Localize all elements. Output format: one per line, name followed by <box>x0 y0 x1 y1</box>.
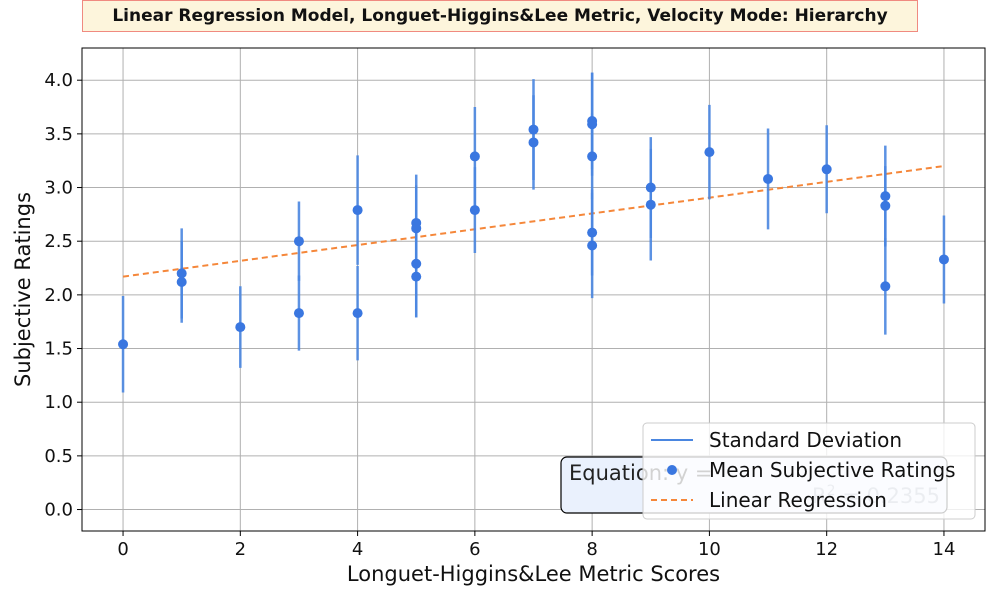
data-point <box>587 227 598 238</box>
point-layer <box>118 115 949 350</box>
legend-label-standard-deviation: Standard Deviation <box>709 428 902 452</box>
x-tick-label: 6 <box>469 539 480 560</box>
data-point <box>880 200 891 211</box>
y-tick-label: 1.5 <box>44 339 73 360</box>
data-point <box>587 151 598 162</box>
data-point <box>528 137 539 148</box>
legend: Standard Deviation Mean Subjective Ratin… <box>642 422 976 520</box>
chart-title: Linear Regression Model, Longuet-Higgins… <box>82 0 918 32</box>
x-tick-label: 14 <box>933 539 956 560</box>
data-point <box>411 258 422 269</box>
x-axis-label: Longuet-Higgins&Lee Metric Scores <box>347 562 720 586</box>
data-point <box>528 124 539 135</box>
y-tick-label: 3.0 <box>44 178 73 199</box>
data-point <box>293 308 304 319</box>
legend-label-mean-ratings: Mean Subjective Ratings <box>709 458 956 482</box>
x-tick-label: 0 <box>117 539 128 560</box>
data-point <box>880 191 891 202</box>
data-point <box>704 147 715 158</box>
legend-label-linear-regression: Linear Regression <box>709 488 887 512</box>
plot-frame <box>81 47 986 532</box>
data-point <box>118 339 129 350</box>
y-tick-label: 0.5 <box>44 446 73 467</box>
y-tick-label: 4.0 <box>44 70 73 91</box>
errorbar-layer <box>121 72 946 393</box>
x-tick-label: 8 <box>586 539 597 560</box>
data-point <box>469 151 480 162</box>
legend-box <box>642 422 976 520</box>
data-point <box>176 276 187 287</box>
x-tick-label: 4 <box>352 539 363 560</box>
data-point <box>352 308 363 319</box>
data-point <box>938 254 949 265</box>
data-point <box>293 236 304 247</box>
x-tick-label: 12 <box>815 539 838 560</box>
y-tick-label: 2.0 <box>44 285 73 306</box>
data-point <box>469 205 480 216</box>
y-tick-label: 0.0 <box>44 500 73 521</box>
x-tick-label: 2 <box>235 539 246 560</box>
data-point <box>880 281 891 292</box>
y-tick-label: 1.0 <box>44 392 73 413</box>
data-point <box>411 223 422 234</box>
data-point <box>235 322 246 333</box>
y-tick-label: 3.5 <box>44 124 73 145</box>
data-point <box>821 164 832 175</box>
data-point <box>587 240 598 251</box>
regression-line <box>122 165 945 278</box>
tick-layer: 0 2 4 6 8 10 12 14 0.0 0.5 1.0 1.5 2.0 2.5 3.0 3.5 4.0 <box>44 70 955 560</box>
data-point <box>176 268 187 279</box>
data-point <box>645 182 656 193</box>
data-point <box>352 205 363 216</box>
data-point <box>763 173 774 184</box>
legend-point-swatch <box>667 465 677 475</box>
y-axis-label: Subjective Ratings <box>11 192 35 387</box>
regression-layer <box>122 165 945 278</box>
x-tick-label: 10 <box>698 539 721 560</box>
data-point <box>411 271 422 282</box>
chart-title-text: Linear Regression Model, Longuet-Higgins… <box>112 6 888 26</box>
data-point <box>587 119 598 130</box>
data-point <box>645 199 656 210</box>
y-tick-label: 2.5 <box>44 231 73 252</box>
